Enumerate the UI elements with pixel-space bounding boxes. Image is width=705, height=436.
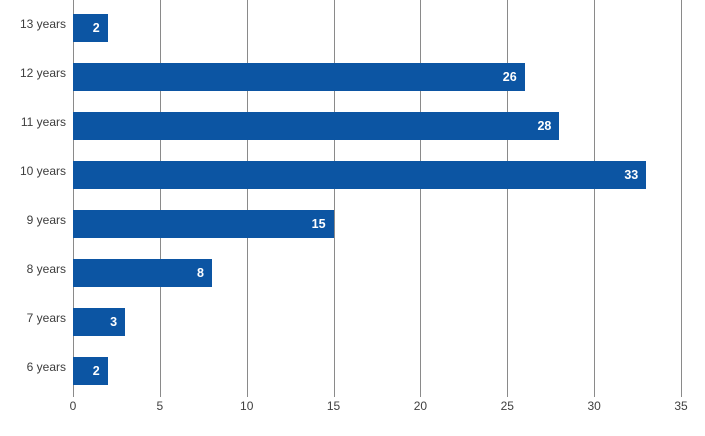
gridline xyxy=(420,0,422,397)
gridline xyxy=(333,0,335,397)
bar-value-label: 33 xyxy=(624,168,639,182)
x-tick-label: 15 xyxy=(326,399,341,413)
bar-value-label: 26 xyxy=(502,70,517,84)
bar: 2 xyxy=(73,357,108,385)
category-label: 11 years xyxy=(20,115,66,129)
x-tick-label: 5 xyxy=(156,399,164,413)
x-tick-label: 20 xyxy=(413,399,428,413)
bar: 15 xyxy=(73,210,334,238)
bar-value-label: 8 xyxy=(197,266,204,280)
bar-row: 15 xyxy=(73,196,681,245)
gridline xyxy=(681,0,682,397)
bar: 8 xyxy=(73,259,212,287)
bar: 33 xyxy=(73,161,647,189)
x-tick-label: 30 xyxy=(587,399,601,413)
x-tick-label: 35 xyxy=(674,399,688,413)
gridline xyxy=(507,0,509,397)
bar: 28 xyxy=(73,112,560,140)
bar-value-label: 3 xyxy=(110,315,118,329)
category-label: 6 years xyxy=(26,360,66,374)
bar: 26 xyxy=(73,63,525,91)
gridline xyxy=(594,0,596,397)
category-label: 9 years xyxy=(26,213,66,227)
x-tick-label: 0 xyxy=(69,399,77,413)
category-label: 12 years xyxy=(19,66,66,80)
gridline xyxy=(73,0,74,397)
bar-value-label: 15 xyxy=(311,217,326,231)
bar: 3 xyxy=(73,308,126,336)
bar-value-label: 28 xyxy=(537,119,552,133)
bar-row: 8 xyxy=(73,245,681,294)
bar-row: 26 xyxy=(73,49,681,98)
bar-value-label: 2 xyxy=(92,364,100,378)
bar-row: 33 xyxy=(73,147,681,196)
category-label: 8 years xyxy=(26,262,66,276)
gridline xyxy=(246,0,248,397)
x-axis: 0 5 10 15 20 25 30 35 xyxy=(0,399,705,419)
gridline xyxy=(159,0,161,397)
category-label: 13 years xyxy=(19,17,66,31)
bar-value-label: 2 xyxy=(92,21,100,35)
bar-row: 3 xyxy=(73,294,681,343)
x-tick-label: 25 xyxy=(500,399,514,413)
bar-row: 28 xyxy=(73,98,681,147)
bar: 2 xyxy=(73,14,108,42)
bar-row: 2 xyxy=(73,0,681,49)
bar-row: 2 xyxy=(73,343,681,392)
plot-area: 2 26 28 33 15 8 3 2 xyxy=(73,0,682,397)
x-tick-label: 10 xyxy=(240,399,254,413)
category-label: 7 years xyxy=(26,311,66,325)
category-label: 10 years xyxy=(19,164,66,178)
